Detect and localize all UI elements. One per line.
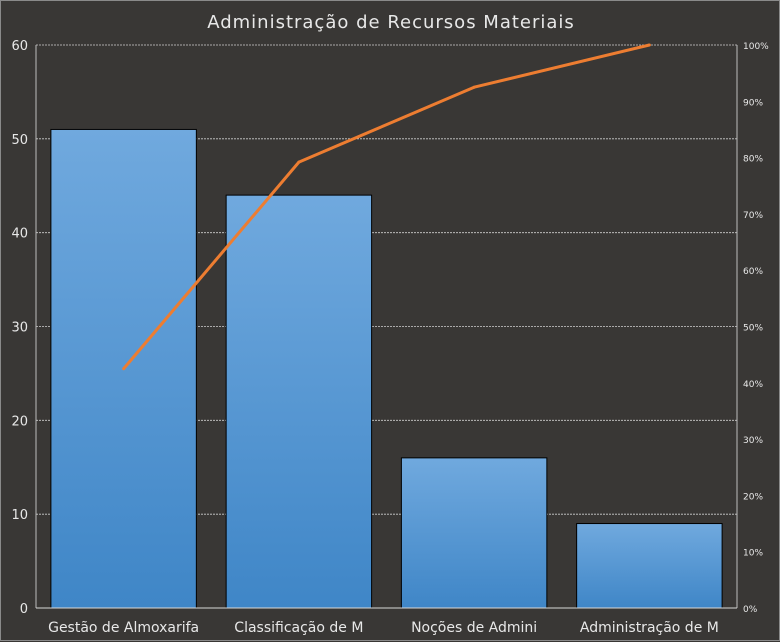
y2-tick-label: 100%: [743, 42, 769, 52]
y2-tick-label: 40%: [743, 380, 763, 390]
x-tick-label: Classificação de M: [234, 620, 363, 636]
bar: [400, 457, 548, 609]
y-tick-label: 40: [11, 227, 28, 242]
cumulative-line: [122, 43, 650, 370]
bar: [576, 523, 723, 609]
bar: [225, 194, 373, 609]
y2-tick-label: 60%: [743, 267, 763, 277]
y-tick-label: 10: [11, 508, 28, 523]
y2-tick-label: 20%: [743, 492, 763, 502]
y2-tick-label: 30%: [743, 436, 763, 446]
x-tick-label: Noções de Admini: [411, 620, 537, 636]
cumulative-point: [297, 160, 301, 164]
y-tick-label: 50: [11, 133, 28, 148]
x-tick-label: Administração de M: [580, 620, 719, 636]
cumulative-point: [647, 43, 651, 47]
x-tick-label: Gestão de Almoxarifa: [48, 620, 199, 636]
y2-tick-label: 70%: [743, 211, 763, 221]
y2-tick-label: 0%: [743, 605, 758, 615]
y2-tick-label: 10%: [743, 549, 763, 559]
y-tick-label: 0: [20, 602, 28, 617]
y2-tick-label: 90%: [743, 98, 763, 108]
y-tick-label: 20: [11, 414, 28, 429]
y2-tick-label: 80%: [743, 155, 763, 165]
chart-title: Administração de Recursos Materiais: [207, 12, 575, 33]
cumulative-point: [122, 367, 126, 371]
y-tick-label: 60: [11, 39, 28, 54]
cumulative-point: [472, 85, 476, 89]
y-tick-label: 30: [11, 321, 28, 336]
y2-tick-label: 50%: [743, 324, 763, 334]
